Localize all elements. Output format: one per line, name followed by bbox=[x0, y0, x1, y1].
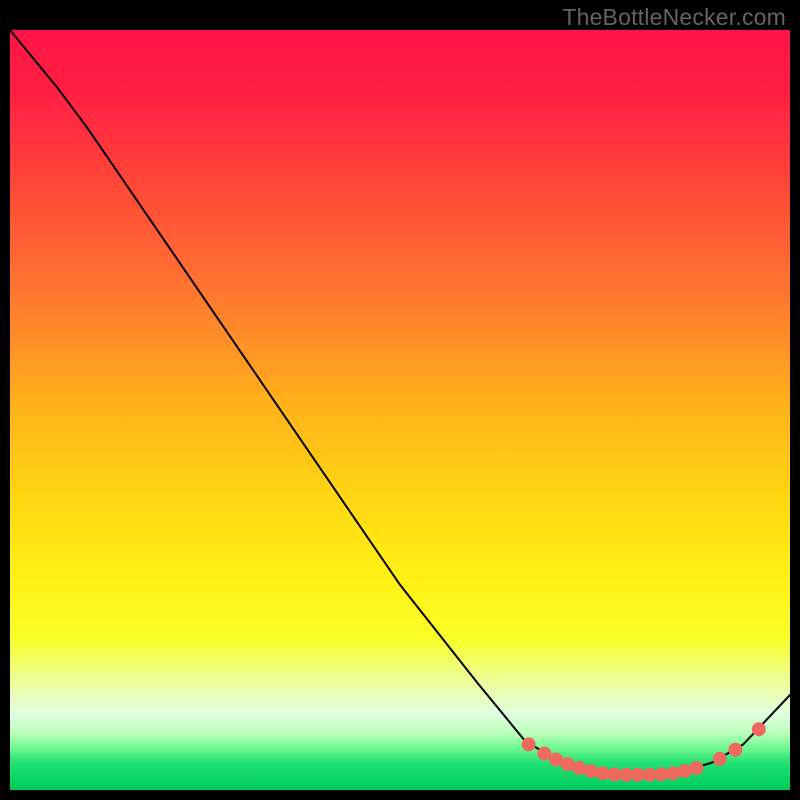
marker-dot bbox=[752, 722, 766, 736]
marker-dot bbox=[584, 764, 598, 778]
marker-dot bbox=[728, 743, 742, 757]
marker-dot bbox=[689, 761, 703, 775]
chart-svg bbox=[10, 30, 790, 790]
marker-dot bbox=[713, 752, 727, 766]
marker-dot bbox=[666, 766, 680, 780]
marker-dot bbox=[522, 737, 536, 751]
marker-dot bbox=[678, 764, 692, 778]
chart-background bbox=[10, 30, 790, 790]
watermark-text: TheBottleNecker.com bbox=[562, 4, 786, 31]
bottleneck-chart bbox=[10, 30, 790, 790]
marker-dot bbox=[572, 761, 586, 775]
